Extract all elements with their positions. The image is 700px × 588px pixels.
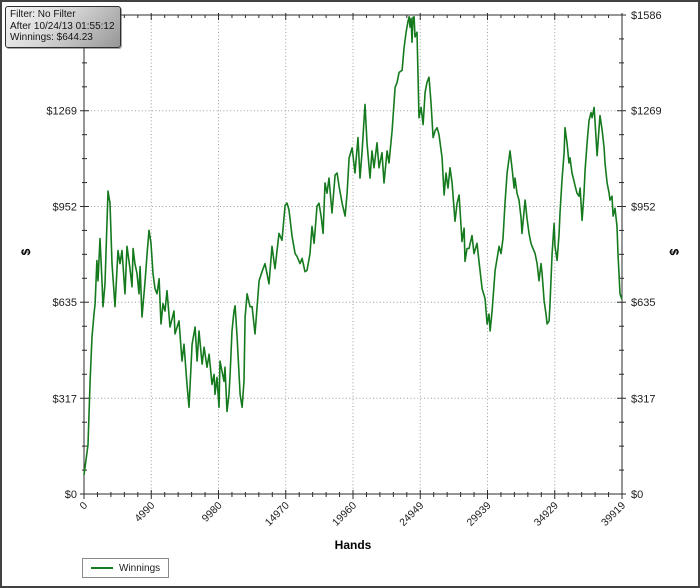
y-axis-title-left: $ — [19, 248, 33, 256]
y-tick-label-left: $0 — [65, 489, 77, 501]
y-tick-label-right: $1269 — [631, 106, 662, 118]
tooltip-filter-line: Filter: No Filter — [10, 9, 76, 20]
y-tick-label-right: $0 — [631, 489, 643, 501]
tooltip-winnings-line: Winnings: $644.23 — [10, 32, 93, 43]
x-tick-label: 0 — [78, 500, 91, 513]
y-tick-label-left: $952 — [53, 201, 77, 213]
winnings-line — [83, 16, 623, 476]
y-tick-label-right: $635 — [631, 297, 655, 309]
x-tick-label: 24949 — [397, 500, 426, 529]
legend: Winnings — [82, 558, 170, 578]
x-tick-label: 19960 — [330, 500, 359, 529]
legend-label: Winnings — [119, 562, 161, 574]
x-tick-label: 14970 — [263, 500, 292, 529]
y-tick-label-right: $317 — [631, 393, 655, 405]
filter-tooltip: Filter: No Filter After 10/24/13 01:55:1… — [5, 6, 121, 48]
x-axis-title: Hands — [334, 538, 372, 552]
legend-item-winnings[interactable]: Winnings — [83, 563, 160, 574]
y-tick-label-right: $952 — [631, 201, 655, 213]
x-tick-label: 39919 — [599, 500, 628, 529]
y-tick-label-left: $1269 — [46, 106, 77, 118]
legend-line-sample — [91, 567, 113, 569]
y-tick-label-left: $635 — [53, 297, 77, 309]
y-tick-label-left: $317 — [53, 393, 77, 405]
x-tick-label: 9980 — [200, 500, 225, 525]
x-tick-label: 4990 — [132, 500, 157, 525]
x-tick-label: 34929 — [532, 500, 561, 529]
y-axis-title-right: $ — [667, 248, 681, 256]
y-tick-label-right: $1586 — [631, 10, 662, 22]
tooltip-after-line: After 10/24/13 01:55:12 — [10, 20, 115, 32]
x-tick-label: 29939 — [464, 500, 493, 529]
